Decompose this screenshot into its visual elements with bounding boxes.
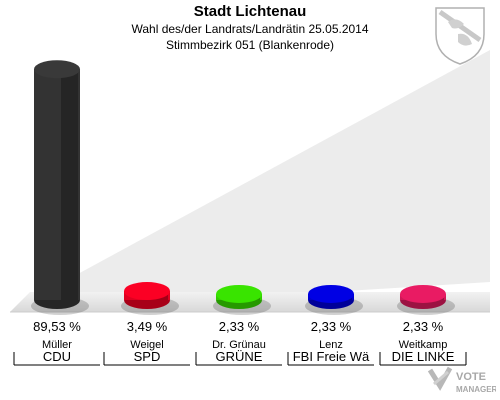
party-label-4: FBI Freie Wä: [293, 349, 370, 364]
data-label-1: 89,53 %: [33, 319, 81, 334]
party-label-1: CDU: [43, 349, 71, 364]
logo-text-vote: VOTE: [456, 371, 486, 383]
party-label-5: DIE LINKE: [392, 349, 455, 364]
candidate-label-2: Weigel: [130, 339, 163, 351]
candidate-label-1: Müller: [42, 339, 72, 351]
chart-title: Stadt Lichtenau: [193, 3, 307, 20]
coat-of-arms-icon: [435, 7, 485, 65]
bar-3: [213, 284, 271, 315]
bar-4: [305, 284, 363, 315]
data-label-3: 2,33 %: [219, 319, 260, 334]
chart-district: Stimmbezirk 051 (Blankenrode): [165, 38, 335, 52]
chart-subtitle: Wahl des/der Landrats/Landrätin 25.05.20…: [131, 22, 369, 36]
party-label-2: SPD: [134, 349, 161, 364]
candidate-label-3: Dr. Grünau: [212, 339, 266, 351]
data-label-2: 3,49 %: [127, 319, 168, 334]
chart-backdrop-wall: [10, 50, 490, 312]
bar-1: [31, 60, 89, 315]
vote-manager-logo-icon: VOTE MANAGER: [427, 366, 496, 394]
candidate-label-5: Weitkamp: [399, 339, 448, 351]
data-label-5: 2,33 %: [403, 319, 444, 334]
bar-2: [121, 282, 179, 315]
data-label-4: 2,33 %: [311, 319, 352, 334]
candidate-label-4: Lenz: [319, 339, 343, 351]
logo-text-manager: MANAGER: [456, 385, 496, 394]
party-label-3: GRÜNE: [216, 349, 263, 364]
bar-5: [397, 284, 455, 315]
